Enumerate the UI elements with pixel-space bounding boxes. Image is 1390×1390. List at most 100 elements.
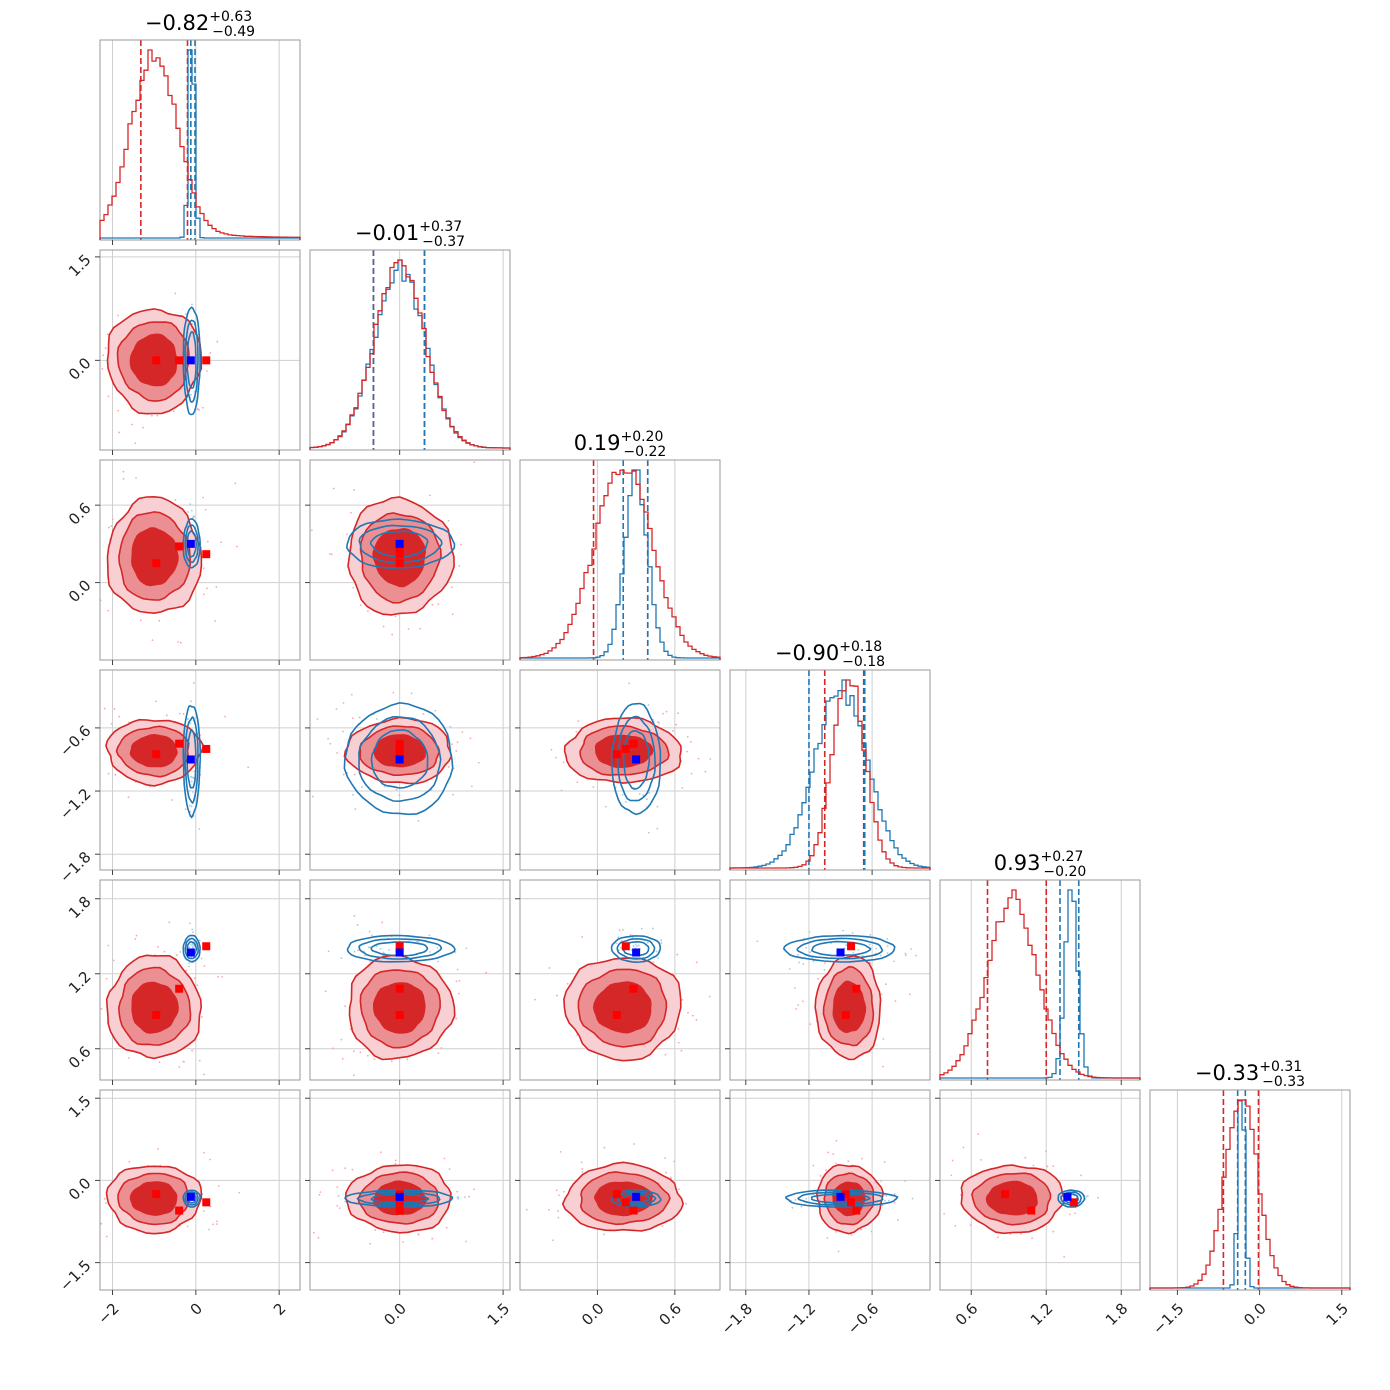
sample-point-red — [157, 1147, 159, 1150]
sample-point-blue — [398, 794, 401, 796]
sample-point-red — [77, 1165, 79, 1167]
sample-point-red — [234, 482, 237, 485]
sample-point-red — [577, 720, 580, 723]
panel-frame — [309, 249, 511, 451]
sample-point-red — [103, 707, 106, 710]
sample-point-red — [390, 1060, 393, 1063]
sample-point-red — [1069, 1213, 1071, 1216]
sample-point-red — [87, 746, 89, 748]
sample-point-blue — [883, 1199, 886, 1202]
sample-point-red — [369, 1242, 371, 1245]
sample-point-red — [883, 1161, 886, 1163]
panel-title-2: 0.19+0.20 −0.22 — [574, 429, 667, 460]
sample-point-blue — [656, 805, 659, 808]
hist-blue-2 — [519, 469, 721, 660]
sample-point-red — [431, 1237, 434, 1240]
sample-point-red — [329, 552, 331, 555]
sample-point-red — [317, 1236, 320, 1239]
sample-point-red — [196, 984, 199, 987]
sample-point-red — [431, 603, 434, 606]
marker-red — [621, 942, 630, 951]
panel-frame — [519, 669, 721, 871]
sample-point-blue — [636, 945, 638, 947]
sample-point-red — [468, 1195, 470, 1198]
sample-point-red — [708, 995, 711, 998]
sample-point-red — [669, 1176, 672, 1179]
sample-point-blue — [656, 721, 659, 723]
sample-point-red — [102, 354, 104, 357]
sample-point-blue — [915, 954, 917, 957]
sample-point-red — [342, 730, 344, 733]
sample-point-red — [456, 741, 459, 744]
sample-point-red — [665, 1171, 668, 1174]
sample-point-blue — [851, 931, 854, 934]
sample-point-red — [208, 1228, 210, 1231]
contour-red-inner — [985, 1180, 1038, 1216]
sample-point-red — [933, 1231, 935, 1233]
sample-point-blue — [192, 943, 194, 946]
sample-point-red — [559, 1150, 562, 1153]
sample-point-red — [1046, 1165, 1049, 1168]
sample-point-red — [205, 370, 208, 372]
sample-point-blue — [198, 827, 201, 830]
sample-point-blue — [885, 1195, 888, 1197]
marker-red — [1001, 1190, 1009, 1199]
sample-point-red — [429, 494, 431, 497]
sample-point-red — [204, 508, 207, 511]
y-tick-label: −0.6 — [56, 722, 94, 760]
sample-point-red — [980, 1158, 982, 1161]
sample-point-blue — [809, 951, 812, 954]
sample-point-red — [382, 1231, 385, 1234]
sample-point-red — [107, 395, 110, 398]
sample-point-red — [105, 1235, 108, 1238]
sample-point-blue — [327, 737, 329, 740]
panel-5-2: 0.0 0.6 — [515, 1089, 721, 1329]
sample-point-blue — [417, 940, 420, 943]
sample-point-red — [351, 717, 354, 720]
contour-blue — [796, 1191, 884, 1206]
x-tick-label: 0.0 — [1240, 1300, 1270, 1330]
sample-point-red — [202, 1151, 205, 1154]
panel-2-0: 0.0 0.6 — [65, 459, 301, 665]
sample-point-red — [870, 1230, 873, 1233]
marker-blue — [186, 539, 195, 548]
sample-point-red — [212, 1223, 214, 1226]
contour-blue — [622, 730, 651, 790]
sample-point-blue — [632, 945, 635, 947]
sample-point-red — [172, 410, 175, 413]
sample-point-red — [117, 409, 120, 412]
sample-point-red — [200, 1015, 203, 1018]
panel-frame — [729, 1089, 931, 1291]
sample-point-red — [93, 530, 95, 532]
sample-point-red — [359, 1051, 362, 1054]
sample-point-red — [835, 1162, 837, 1165]
sample-point-red — [101, 367, 104, 370]
sample-point-red — [581, 1171, 584, 1173]
marker-red — [395, 550, 404, 559]
sample-point-blue — [660, 942, 663, 944]
panel-frame — [309, 459, 511, 661]
sample-point-red — [823, 962, 826, 964]
hist-blue-0 — [99, 49, 301, 240]
sample-point-red — [336, 1204, 339, 1207]
contour-blue — [343, 701, 454, 816]
sample-point-blue — [352, 793, 354, 796]
sample-point-red — [1031, 1237, 1033, 1240]
sample-point-red — [118, 431, 121, 434]
sample-point-red — [556, 994, 558, 997]
sample-point-red — [168, 921, 171, 924]
contour-blue — [1057, 1189, 1086, 1208]
panel-frame — [99, 39, 301, 241]
sample-point-red — [331, 1047, 334, 1050]
sample-point-red — [665, 710, 668, 713]
sample-point-blue — [364, 954, 366, 957]
sample-point-red — [861, 1157, 863, 1160]
sample-point-red — [1024, 1156, 1027, 1159]
sample-point-red — [340, 1038, 343, 1041]
y-tick-label: 0.0 — [65, 576, 95, 606]
marker-red — [152, 1011, 161, 1019]
sample-point-blue — [192, 947, 195, 949]
sample-point-red — [896, 1219, 899, 1222]
marker-red — [202, 1198, 211, 1207]
